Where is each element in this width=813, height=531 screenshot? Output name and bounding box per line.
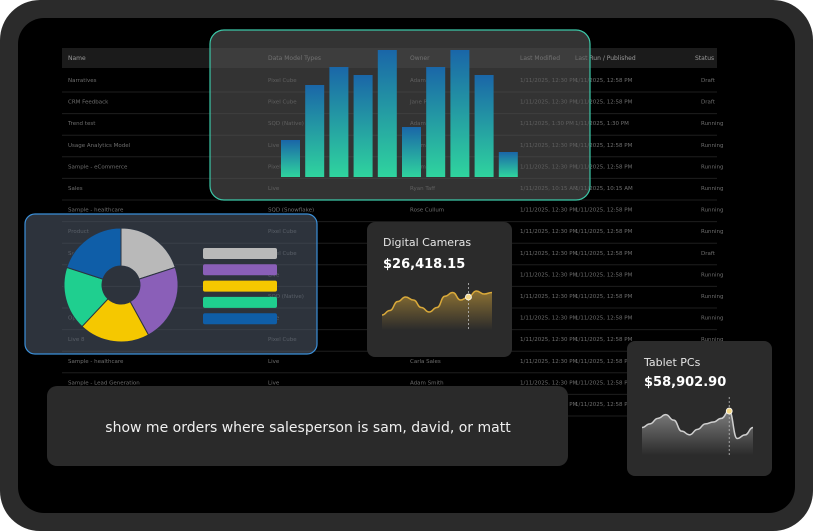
legend-swatch: [203, 296, 277, 308]
card-title: Tablet PCs: [643, 356, 701, 369]
cell: 1/11/2025, 12:58 PM: [575, 359, 633, 365]
legend-swatch: [203, 264, 277, 276]
cell: 1/11/2025, 12:58 PM: [575, 380, 633, 386]
query-text: show me orders where salesperson is sam,…: [105, 420, 511, 436]
cell: Running: [701, 164, 724, 170]
cell: Running: [701, 208, 724, 214]
query-box[interactable]: [47, 386, 568, 466]
cell: 1/11/2025, 12:58 PM: [575, 229, 633, 235]
cell: 1/11/2025, 12:58 PM: [575, 164, 633, 170]
cell: Running: [701, 272, 724, 278]
legend-swatch: [203, 248, 277, 259]
pie-slice: [120, 227, 176, 280]
bar: [450, 50, 470, 177]
cell: 1/11/2025, 12:30 PM: [520, 316, 578, 322]
cell: CRM Feedback: [68, 100, 109, 106]
bar: [329, 67, 349, 177]
bar: [426, 67, 446, 177]
card-value: $26,418.15: [383, 257, 465, 272]
cell: Running: [701, 294, 724, 300]
cell: 1/11/2025, 12:58 PM: [575, 402, 633, 408]
cell: Rose Cullum: [410, 208, 444, 214]
cell: Draft: [701, 251, 716, 257]
cell: Sample - healthcare: [68, 208, 124, 214]
column-header: Last Run / Published: [575, 55, 636, 62]
cell: 1/11/2025, 12:58 PM: [575, 78, 633, 84]
cell: 1/11/2025, 12:58 PM: [575, 316, 633, 322]
cell: 1/11/2025, 1:30 PM: [575, 121, 629, 127]
cell: Sample - eCommerce: [68, 164, 128, 170]
cell: 1/11/2025, 12:30 PM: [520, 380, 578, 386]
marker-dot: [465, 293, 472, 301]
cell: 1/11/2025, 10:15 AM: [575, 186, 633, 192]
bar: [305, 85, 325, 177]
cell: SQD (Snowflake): [268, 208, 314, 214]
cell: Draft: [701, 78, 716, 84]
cell: 1/11/2025, 12:30 PM: [520, 294, 578, 300]
cell: 1/11/2025, 12:30 PM: [520, 272, 578, 278]
pie-slice: [66, 227, 122, 280]
card-value: $58,902.90: [644, 375, 726, 390]
sparkline: [641, 410, 754, 440]
cell: Sample - healthcare: [68, 359, 124, 365]
bar: [377, 50, 397, 177]
pie-slice: [129, 266, 179, 336]
cell: Narratives: [68, 78, 97, 84]
cell: Trend test: [67, 121, 96, 127]
column-header: Status: [695, 55, 714, 62]
column-header: Name: [68, 55, 86, 62]
cell: Sample - Lead Generation: [68, 380, 140, 386]
sparkline-area: [382, 291, 492, 330]
cell: Usage Analytics Model: [68, 143, 131, 149]
cell: Running: [701, 229, 724, 235]
pie-slice: [63, 266, 109, 328]
cell: Live: [268, 380, 280, 386]
cell: Running: [701, 186, 724, 192]
bar: [498, 152, 518, 177]
bar: [402, 127, 421, 177]
cell: 1/11/2025, 12:58 PM: [575, 294, 633, 300]
bar-panel: [209, 29, 591, 201]
sparkline: [381, 290, 493, 316]
cell: Running: [701, 121, 724, 127]
cell: Running: [701, 337, 724, 343]
cell: Live: [268, 359, 280, 365]
bar: [281, 140, 300, 177]
cell: 1/11/2025, 12:30 PM: [520, 359, 578, 365]
pie-slice: [81, 298, 150, 343]
cell: Carla Sales: [410, 359, 441, 365]
cell: Running: [701, 143, 724, 149]
legend-swatch: [203, 313, 277, 325]
card-title: Digital Cameras: [383, 236, 471, 249]
cell: Draft: [701, 100, 716, 106]
cell: 1/11/2025, 12:58 PM: [575, 337, 633, 343]
sparkline-area: [642, 411, 753, 455]
cell: 1/11/2025, 12:58 PM: [575, 251, 633, 257]
cell: 1/11/2025, 12:58 PM: [575, 208, 633, 214]
bar: [474, 75, 494, 177]
cell: 1/11/2025, 12:30 PM: [520, 208, 578, 214]
cell: 1/11/2025, 12:58 PM: [575, 143, 633, 149]
cell: 1/11/2025, 12:58 PM: [575, 100, 633, 106]
cell: 1/11/2025, 12:30 PM: [520, 337, 578, 343]
marker-dot: [725, 407, 733, 415]
cell: 1/11/2025, 12:30 PM: [520, 251, 578, 257]
legend-swatch: [203, 280, 277, 292]
bar: [353, 75, 373, 177]
cell: 1/11/2025, 12:58 PM: [575, 272, 633, 278]
cell: 1/11/2025, 12:30 PM: [520, 229, 578, 235]
cell: Sales: [68, 186, 83, 192]
cell: Adam Smith: [410, 380, 444, 386]
cell: Running: [701, 316, 724, 322]
